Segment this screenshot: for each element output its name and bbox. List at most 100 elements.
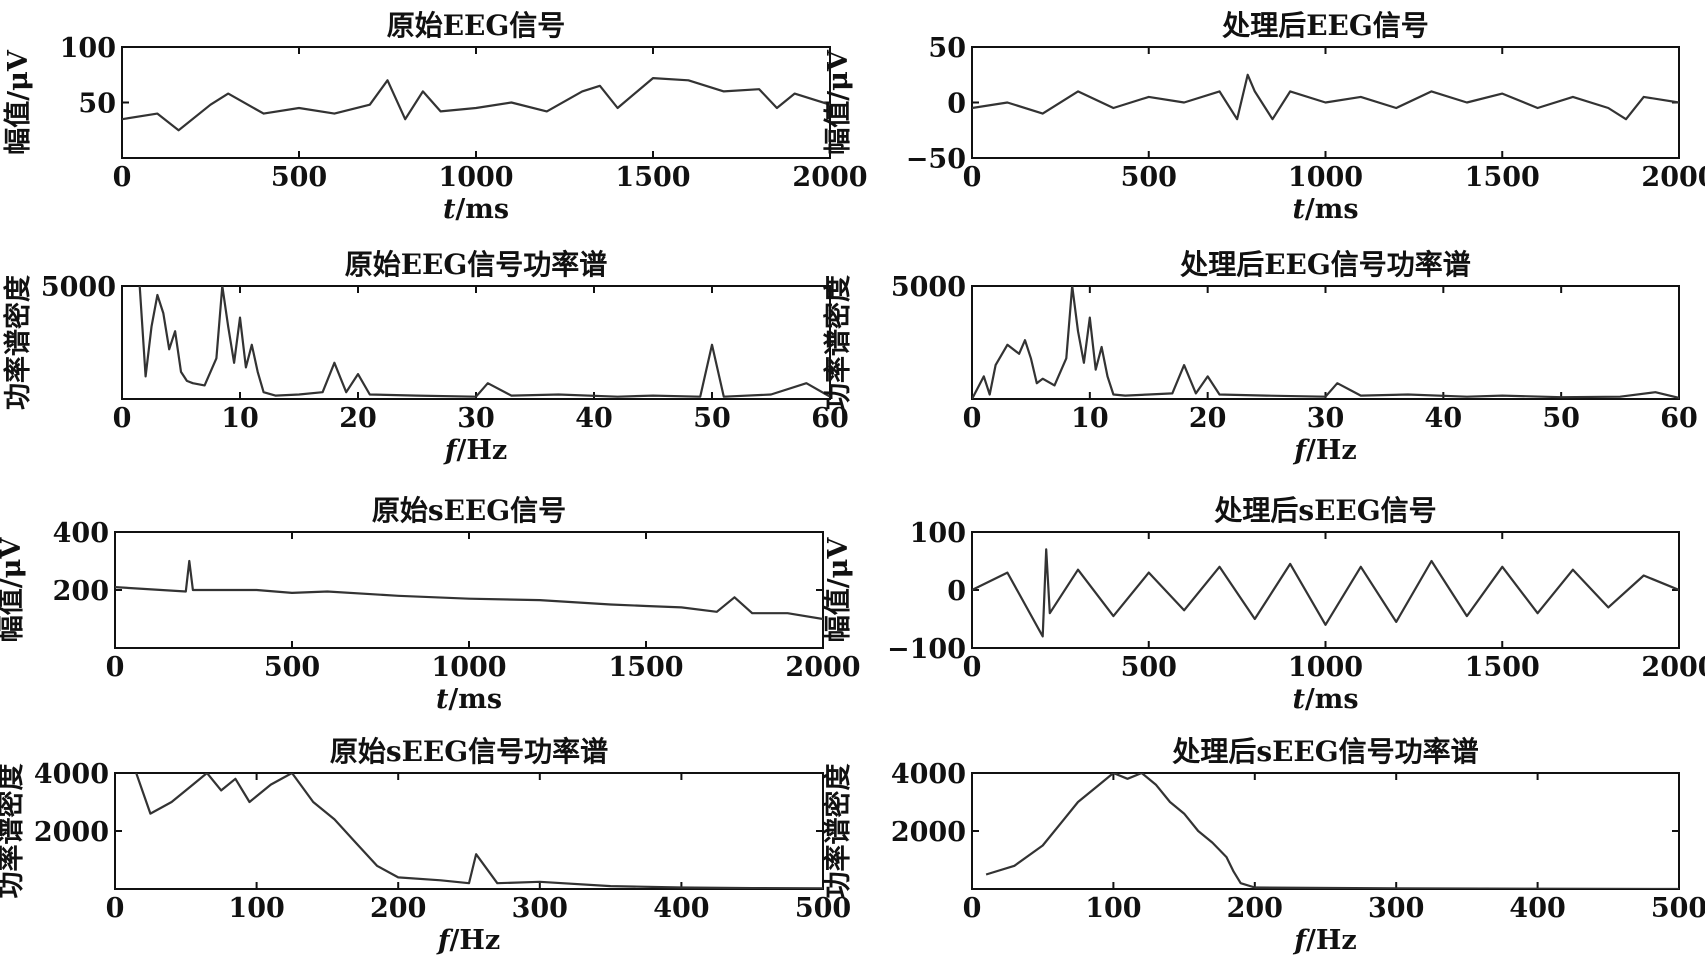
chart-panel-4: 处理后EEG信号功率谱 0 10 20 30 40 50 60 5000 f/Hz 功率谱密度 — [822, 248, 1698, 466]
x-axis-variable: t — [1292, 684, 1305, 715]
x-tick-label: 40 — [575, 403, 613, 434]
x-tick-label: 20 — [339, 403, 377, 434]
x-axis-unit: /ms — [1305, 194, 1359, 225]
x-tick-label: 0 — [113, 162, 132, 193]
y-tick-label: 4000 — [34, 759, 109, 790]
series-line-1 — [115, 559, 823, 621]
x-axis-variable: f — [436, 925, 454, 956]
y-axis-label: 功率谱密度 — [0, 764, 27, 899]
x-tick-label: 0 — [106, 652, 125, 683]
x-tick-label: 1000 — [438, 162, 513, 193]
x-tick-label: 1500 — [615, 162, 690, 193]
x-tick-label: 2000 — [785, 652, 860, 683]
x-axis-variable: t — [436, 684, 449, 715]
plot-area — [971, 285, 1680, 400]
series-line-1 — [985, 773, 1679, 889]
x-tick-label: 60 — [811, 403, 849, 434]
chart-panel-5: 原始sEEG信号 0 500 1000 1500 2000 400 200 t/ms 幅值/μV — [0, 494, 861, 715]
x-tick-label: 500 — [264, 652, 320, 683]
series-line-1 — [138, 286, 830, 398]
x-tick-label: 1500 — [1465, 652, 1540, 683]
chart-title: 处理后EEG信号 — [1221, 9, 1429, 42]
x-tick-label: 30 — [1307, 403, 1345, 434]
x-tick-label: 20 — [1189, 403, 1227, 434]
y-axis-label: 幅值/μV — [0, 537, 27, 643]
x-tick-label: 0 — [106, 893, 125, 924]
y-axis-label: 功率谱密度 — [2, 275, 34, 410]
y-axis-label: 功率谱密度 — [822, 764, 854, 899]
plot-area — [971, 531, 1680, 649]
x-axis-label: f/Hz — [443, 435, 507, 466]
x-tick-label: 500 — [1651, 893, 1705, 924]
series-line-1 — [972, 73, 1679, 121]
x-tick-label: 0 — [963, 893, 982, 924]
x-axis-unit: /ms — [1305, 684, 1359, 715]
y-tick-label: 2000 — [34, 817, 109, 848]
chart-panel-6: 处理后sEEG信号05001000150020001000−100t/ms幅值/… — [823, 494, 1705, 715]
x-axis-label: t/ms — [443, 194, 509, 225]
x-tick-label: 300 — [1368, 893, 1424, 924]
y-tick-label: 100 — [910, 518, 966, 549]
y-tick-label: 0 — [947, 576, 966, 607]
x-axis-unit: /Hz — [456, 435, 507, 466]
x-tick-label: 500 — [1121, 162, 1177, 193]
y-tick-label: 50 — [928, 33, 966, 64]
x-axis-label: t/ms — [436, 684, 502, 715]
chart-title: 原始sEEG信号 — [372, 494, 566, 527]
x-axis-label: f/Hz — [1292, 435, 1356, 466]
series-line-1 — [122, 76, 830, 132]
y-tick-label: −50 — [906, 144, 966, 175]
x-axis-variable: t — [1292, 194, 1305, 225]
x-tick-label: 500 — [795, 893, 851, 924]
x-tick-label: 500 — [271, 162, 327, 193]
plot-area — [121, 46, 831, 159]
x-tick-label: 50 — [693, 403, 731, 434]
chart-panel-3: 原始EEG信号功率谱 0 10 20 30 40 50 60 5000 f/Hz 功率谱密度 — [2, 248, 849, 466]
x-tick-label: 0 — [113, 403, 132, 434]
y-tick-label: 100 — [60, 33, 116, 64]
x-tick-label: 1000 — [1288, 652, 1363, 683]
x-tick-label: 500 — [1121, 652, 1177, 683]
plot-area — [971, 772, 1680, 890]
y-tick-label: 5000 — [41, 272, 116, 303]
x-axis-variable: f — [1292, 435, 1310, 466]
y-tick-label: −100 — [887, 634, 966, 665]
series-line-1 — [972, 286, 1679, 399]
chart-title: 原始sEEG信号功率谱 — [330, 735, 608, 768]
x-tick-label: 1000 — [431, 652, 506, 683]
x-tick-label: 100 — [228, 893, 284, 924]
y-axis-label: 功率谱密度 — [822, 275, 854, 410]
y-tick-label: 5000 — [891, 272, 966, 303]
x-tick-label: 60 — [1660, 403, 1698, 434]
x-axis-unit: /Hz — [1306, 925, 1357, 956]
x-tick-label: 100 — [1085, 893, 1141, 924]
x-axis-variable: f — [1292, 925, 1310, 956]
x-tick-label: 0 — [963, 162, 982, 193]
x-axis-label: t/ms — [1292, 684, 1358, 715]
x-tick-label: 2000 — [792, 162, 867, 193]
x-tick-label: 0 — [963, 403, 982, 434]
series-line-1 — [972, 548, 1679, 638]
chart-title: 处理后sEEG信号 — [1213, 494, 1436, 527]
x-axis-label: f/Hz — [1292, 925, 1356, 956]
y-axis-label: 幅值/μV — [823, 537, 854, 643]
y-tick-label: 2000 — [891, 817, 966, 848]
x-tick-label: 2000 — [1641, 652, 1705, 683]
chart-title: 处理后sEEG信号功率谱 — [1171, 735, 1478, 768]
chart-panel-8: 处理后sEEG信号功率谱 0 100 200 300 400 500 4000 2000 f/Hz… — [822, 735, 1705, 956]
x-tick-label: 400 — [1509, 893, 1565, 924]
y-tick-label: 4000 — [891, 759, 966, 790]
x-tick-label: 30 — [457, 403, 495, 434]
series-line-1 — [135, 773, 823, 889]
x-tick-label: 1000 — [1288, 162, 1363, 193]
x-tick-label: 400 — [653, 893, 709, 924]
x-axis-unit: /ms — [448, 684, 502, 715]
chart-title: 原始EEG信号 — [387, 9, 566, 42]
x-tick-label: 40 — [1425, 403, 1463, 434]
x-tick-label: 1500 — [1465, 162, 1540, 193]
plot-area — [121, 285, 831, 400]
x-tick-label: 0 — [963, 652, 982, 683]
chart-panel-7: 原始sEEG信号功率谱 0 100 200 300 400 500 4000 2000 f/Hz 功… — [0, 735, 851, 956]
